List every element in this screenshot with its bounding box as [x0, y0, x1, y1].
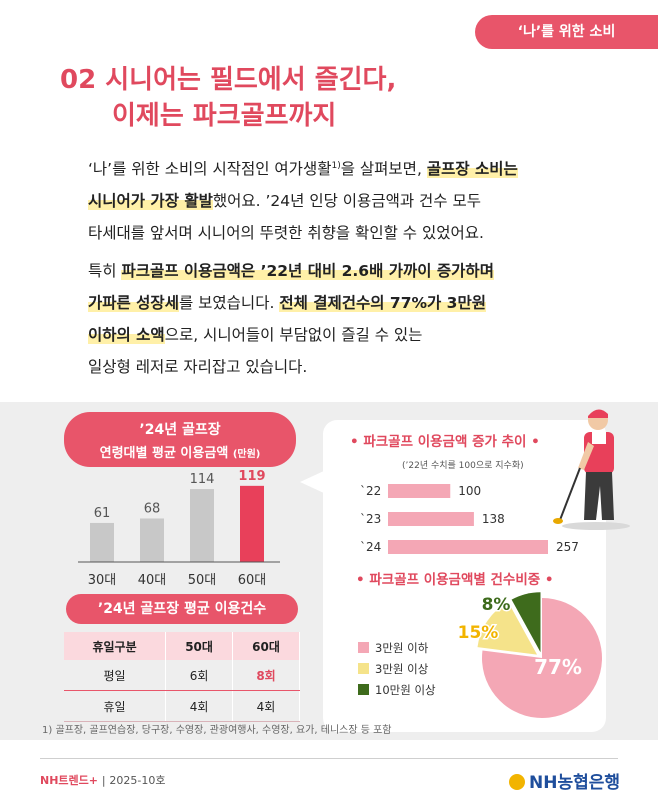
share-chart-title: • 파크골프 이용금액별 건수비중 • [356, 572, 554, 588]
pie-value-label: 8% [482, 595, 511, 615]
para2-highlight-4: 이하의 소액 [88, 326, 165, 344]
footer-brand: NH트렌드+ [40, 774, 98, 787]
footer-separator: | [101, 774, 106, 787]
left-chart-unit: (만원) [232, 449, 261, 460]
footer-divider [40, 758, 618, 759]
hbar-category-label: `22 [360, 484, 381, 498]
paragraph-1: ‘나’를 위한 소비의 시작점인 여가생활1)을 살펴보면, 골프장 소비는 시… [88, 150, 608, 249]
pie-slice [511, 592, 541, 653]
table-cell: 4회 [232, 690, 300, 722]
para1-text-c: 했어요. ’24년 인당 이용금액과 건수 모두 [212, 192, 481, 211]
title-line-1: 02 시니어는 필드에서 즐긴다, [60, 65, 397, 95]
table-header: 휴일구분 [64, 632, 167, 660]
para1-text-b: 을 살펴보면, [340, 160, 427, 179]
bank-logo: NH농협은행 [508, 768, 620, 793]
hbar [388, 484, 451, 498]
left-chart-title-line2: 연령대별 평균 이용금액 [99, 446, 229, 461]
para2-highlight-3: 전체 결제건수의 77%가 3만원 [279, 294, 486, 312]
bar-category-label: 40대 [138, 573, 167, 588]
bar-category-label: 50대 [188, 573, 217, 588]
pie-slice [477, 602, 538, 655]
bar [140, 518, 164, 562]
page-title: 02 시니어는 필드에서 즐긴다, 이제는 파크골프까지 [60, 62, 396, 134]
para1-highlight-2: 시니어가 가장 활발 [88, 192, 213, 211]
legend-item: 3만원 이상 [358, 661, 428, 677]
legend-item: 3만원 이하 [358, 640, 428, 656]
footer-issue: NH트렌드+ | 2025-10호 [40, 772, 166, 788]
legend-swatch [358, 663, 369, 674]
para1-text-d: 타세대를 앞서며 시니어의 뚜렷한 취향을 확인할 수 있었어요. [88, 224, 484, 243]
para1-highlight-1: 골프장 소비는 [426, 160, 518, 179]
growth-chart-note: (’22년 수치를 100으로 지수화) [402, 461, 524, 471]
hbar-value-label: 138 [482, 512, 505, 526]
table-header: 60대 [232, 632, 300, 660]
para1-footnote-ref: 1) [331, 161, 341, 171]
legend-swatch [358, 684, 369, 695]
para2-highlight-1: 파크골프 이용금액은 ’22년 대비 2.6배 가까이 증가하며 [121, 262, 494, 280]
para2-text-a: 특히 [88, 262, 122, 280]
hbar [388, 540, 548, 554]
para2-text-b: 를 보였습니다. [178, 294, 280, 312]
hbar-category-label: `23 [360, 512, 381, 526]
para2-text-c: 으로, 시니어들이 부담없이 즐길 수 있는 [164, 326, 423, 344]
hbar-value-label: 257 [556, 540, 579, 554]
left-chart-title: ’24년 골프장 연령대별 평균 이용금액 (만원) [64, 412, 296, 467]
park-golf-growth-chart: `22 100 `23 138 `24 257 [360, 484, 579, 554]
bar-value-label: 68 [144, 501, 161, 516]
table-cell: 6회 [165, 660, 234, 691]
hbar-value-label: 100 [458, 484, 481, 498]
bar-value-label: 61 [94, 506, 111, 521]
golfer-illustration-icon [553, 409, 630, 530]
table-cell: 평일 [64, 660, 167, 691]
table-cell: 휴일 [64, 690, 167, 722]
table-header: 50대 [165, 632, 234, 660]
para2-highlight-2: 가파른 성장세 [88, 294, 179, 312]
bar-category-label: 60대 [238, 573, 267, 588]
legend-item: 10만원 이상 [358, 682, 436, 698]
table-cell: 4회 [165, 690, 234, 722]
bar-category-label: 30대 [88, 573, 117, 588]
para1-text-a: ‘나’를 위한 소비의 시작점인 여가생활 [88, 160, 332, 179]
para2-text-d: 일상형 레저로 자리잡고 있습니다. [88, 358, 308, 376]
table-cell-highlight: 8회 [232, 660, 300, 691]
usage-table: 휴일구분 50대 60대 평일 6회 8회 휴일 4회 4회 [64, 632, 300, 722]
legend-swatch [358, 642, 369, 653]
table-row: 휴일 4회 4회 [64, 690, 300, 722]
usage-table-title: ’24년 골프장 평균 이용건수 [66, 594, 298, 624]
legend-label: 10만원 이상 [375, 683, 436, 697]
pie-value-label: 77% [534, 655, 582, 679]
table-header-row: 휴일구분 50대 60대 [64, 632, 300, 660]
card-pointer [300, 470, 326, 494]
title-line-2: 이제는 파크골프까지 [112, 101, 337, 131]
pie-value-label: 15% [458, 623, 499, 643]
age-spending-bar-chart: 61 30대 68 40대 114 50대 119 60대 [78, 470, 280, 588]
footer-date: 2025-10호 [109, 774, 166, 787]
paragraph-2: 특히 파크골프 이용금액은 ’22년 대비 2.6배 가까이 증가하며 가파른 … [88, 255, 608, 383]
bar [90, 522, 114, 562]
hbar [388, 512, 474, 526]
section-tag: ‘나’를 위한 소비 [475, 15, 658, 49]
hbar-category-label: `24 [360, 540, 381, 554]
table-row: 평일 6회 8회 [64, 660, 300, 691]
pie-slice [482, 598, 602, 718]
bank-name: NH농협은행 [528, 773, 620, 793]
bar [190, 489, 214, 562]
bar [240, 485, 264, 562]
nh-logo-icon [508, 774, 525, 790]
legend-label: 3만원 이하 [375, 641, 429, 655]
legend-label: 3만원 이상 [375, 662, 429, 676]
left-chart-title-line1: ’24년 골프장 [139, 422, 221, 438]
park-golf-share-pie: 77% 15% 8% [456, 592, 602, 718]
growth-chart-title: • 파크골프 이용금액 증가 추이 • [350, 434, 540, 450]
bar-value-label: 114 [190, 472, 215, 487]
bar-value-label: 119 [238, 470, 265, 484]
footnote: 1) 골프장, 골프연습장, 당구장, 수영장, 관광여행사, 수영장, 요가,… [42, 725, 392, 736]
